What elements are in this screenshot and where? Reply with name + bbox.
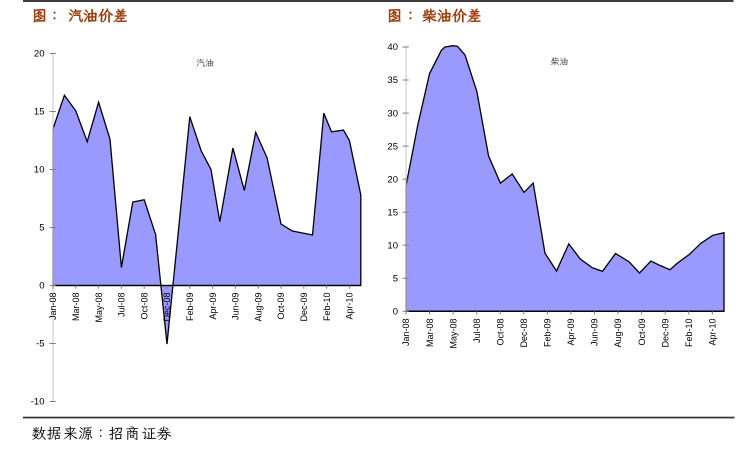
svg-text:20: 20 <box>34 49 45 60</box>
svg-text:40: 40 <box>387 42 398 53</box>
svg-text:-10: -10 <box>31 397 45 408</box>
svg-text:30: 30 <box>387 108 398 119</box>
svg-text:0: 0 <box>393 307 398 318</box>
svg-text:25: 25 <box>387 141 398 152</box>
svg-text:Dec-09: Dec-09 <box>660 319 670 348</box>
svg-text:Dec-08: Dec-08 <box>162 293 172 322</box>
svg-text:35: 35 <box>387 75 398 86</box>
svg-text:Feb-10: Feb-10 <box>322 293 332 322</box>
svg-text:15: 15 <box>34 107 45 118</box>
svg-text:15: 15 <box>387 207 398 218</box>
svg-text:10: 10 <box>34 165 45 176</box>
svg-text:Jan-08: Jan-08 <box>401 319 411 347</box>
svg-text:Dec-09: Dec-09 <box>299 293 309 322</box>
svg-text:Oct-09: Oct-09 <box>637 319 647 346</box>
svg-text:Oct-08: Oct-08 <box>139 293 149 320</box>
svg-text:Apr-10: Apr-10 <box>708 319 718 346</box>
svg-text:Dec-08: Dec-08 <box>519 319 529 348</box>
svg-text:5: 5 <box>393 274 398 285</box>
svg-text:-5: -5 <box>36 339 44 350</box>
svg-text:Feb-09: Feb-09 <box>185 293 195 322</box>
svg-text:Feb-10: Feb-10 <box>684 319 694 348</box>
svg-text:Aug-09: Aug-09 <box>253 293 263 322</box>
svg-text:Oct-08: Oct-08 <box>495 319 505 346</box>
svg-text:Apr-09: Apr-09 <box>566 319 576 346</box>
svg-text:May-08: May-08 <box>94 293 104 323</box>
svg-text:Aug-09: Aug-09 <box>613 319 623 348</box>
svg-text:10: 10 <box>387 240 398 251</box>
svg-text:Apr-10: Apr-10 <box>345 293 355 320</box>
svg-text:Oct-09: Oct-09 <box>276 293 286 320</box>
svg-text:Mar-08: Mar-08 <box>425 319 435 348</box>
svg-text:20: 20 <box>387 174 398 185</box>
svg-text:Jul-08: Jul-08 <box>472 319 482 344</box>
svg-text:Apr-09: Apr-09 <box>208 293 218 320</box>
svg-text:Jun-09: Jun-09 <box>231 293 241 321</box>
svg-text:Jun-09: Jun-09 <box>590 319 600 347</box>
svg-text:0: 0 <box>39 281 44 292</box>
svg-text:Feb-09: Feb-09 <box>543 319 553 348</box>
svg-text:Mar-08: Mar-08 <box>71 293 81 322</box>
svg-text:Jul-08: Jul-08 <box>117 293 127 318</box>
svg-text:Jan-08: Jan-08 <box>48 293 58 321</box>
svg-text:5: 5 <box>39 223 44 234</box>
svg-text:May-08: May-08 <box>448 319 458 349</box>
